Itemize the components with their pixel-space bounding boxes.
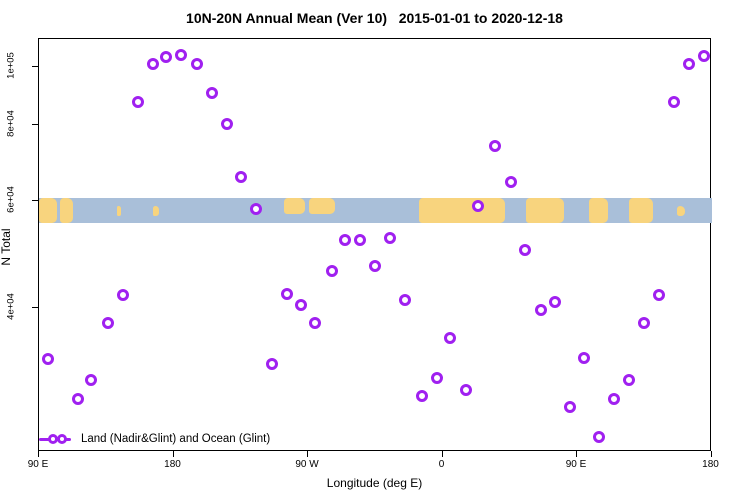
data-point — [309, 317, 322, 330]
data-point — [535, 304, 548, 317]
data-point — [85, 373, 98, 386]
x-tick — [307, 451, 308, 457]
data-point — [354, 233, 367, 246]
x-tick-label: 180 — [164, 459, 181, 470]
land-mass — [116, 205, 122, 216]
data-point — [160, 51, 173, 64]
x-tick-label: 90 E — [27, 459, 49, 470]
data-point — [174, 49, 187, 62]
data-point — [608, 392, 621, 405]
data-point — [668, 96, 681, 109]
data-point — [518, 244, 531, 257]
y-tick — [32, 200, 38, 202]
x-tick — [172, 451, 174, 457]
data-point — [249, 203, 262, 216]
data-point — [563, 401, 576, 414]
land-mass — [418, 198, 506, 224]
land-mass — [526, 198, 564, 224]
x-tick — [441, 451, 443, 457]
y-axis-label: N Total — [0, 228, 13, 266]
x-tick-label: 180 — [702, 459, 719, 470]
land-mass — [39, 198, 57, 224]
plot-area: Land (Nadir&Glint) and Ocean (Glint) — [38, 38, 712, 451]
x-tick-label: 0 — [438, 459, 445, 470]
data-point — [505, 176, 518, 189]
data-point — [206, 87, 219, 100]
land-mass — [588, 198, 609, 224]
data-point — [131, 96, 144, 109]
y-tick-label: 6e+04 — [5, 186, 17, 214]
legend: Land (Nadir&Glint) and Ocean (Glint) — [39, 431, 270, 447]
x-tick — [710, 451, 712, 457]
data-point — [460, 383, 473, 396]
data-point — [116, 289, 129, 302]
data-point — [294, 299, 307, 311]
y-tick-label: 1e+05 — [5, 51, 17, 79]
data-point — [369, 260, 382, 273]
legend-marker-icon — [39, 433, 71, 445]
data-point — [339, 233, 352, 246]
data-point — [653, 289, 666, 302]
y-tick-label: 8e+04 — [5, 110, 17, 138]
data-point — [578, 352, 591, 365]
land-mass — [309, 198, 335, 214]
legend-label: Land (Nadir&Glint) and Ocean (Glint) — [81, 433, 271, 445]
data-point — [221, 118, 234, 131]
y-tick — [32, 65, 38, 67]
data-point — [325, 265, 338, 278]
land-mass — [284, 198, 305, 214]
x-tick-label: 90 E — [565, 459, 587, 470]
data-point — [281, 287, 294, 300]
world-map-band — [39, 198, 712, 224]
data-point — [683, 58, 696, 71]
data-point — [146, 58, 159, 71]
land-mass — [677, 205, 685, 216]
land-mass — [152, 205, 159, 216]
y-tick — [32, 307, 38, 309]
data-point — [623, 373, 636, 386]
y-tick — [32, 124, 38, 126]
data-point — [191, 57, 204, 70]
data-point — [384, 231, 397, 244]
chart-title: 10N-20N Annual Mean (Ver 10) 2015-01-01 … — [186, 10, 563, 26]
data-point — [488, 140, 501, 153]
data-point — [41, 353, 54, 366]
data-point — [71, 392, 84, 405]
data-point — [234, 171, 247, 184]
data-point — [415, 389, 428, 402]
x-axis-label: Longitude (deg E) — [326, 476, 423, 490]
data-point — [266, 357, 279, 370]
x-tick — [576, 451, 577, 457]
data-point — [638, 317, 651, 330]
y-tick-label: 4e+04 — [5, 293, 17, 321]
x-tick — [38, 451, 39, 457]
data-point — [101, 316, 114, 329]
land-mass — [59, 198, 74, 224]
data-point — [399, 294, 412, 307]
x-tick-label: 90 W — [295, 459, 319, 470]
data-point — [472, 200, 485, 213]
data-point — [593, 430, 606, 443]
data-point — [443, 332, 456, 345]
data-point — [548, 296, 561, 309]
data-point — [698, 50, 711, 63]
land-mass — [629, 198, 654, 224]
data-point — [430, 372, 443, 385]
